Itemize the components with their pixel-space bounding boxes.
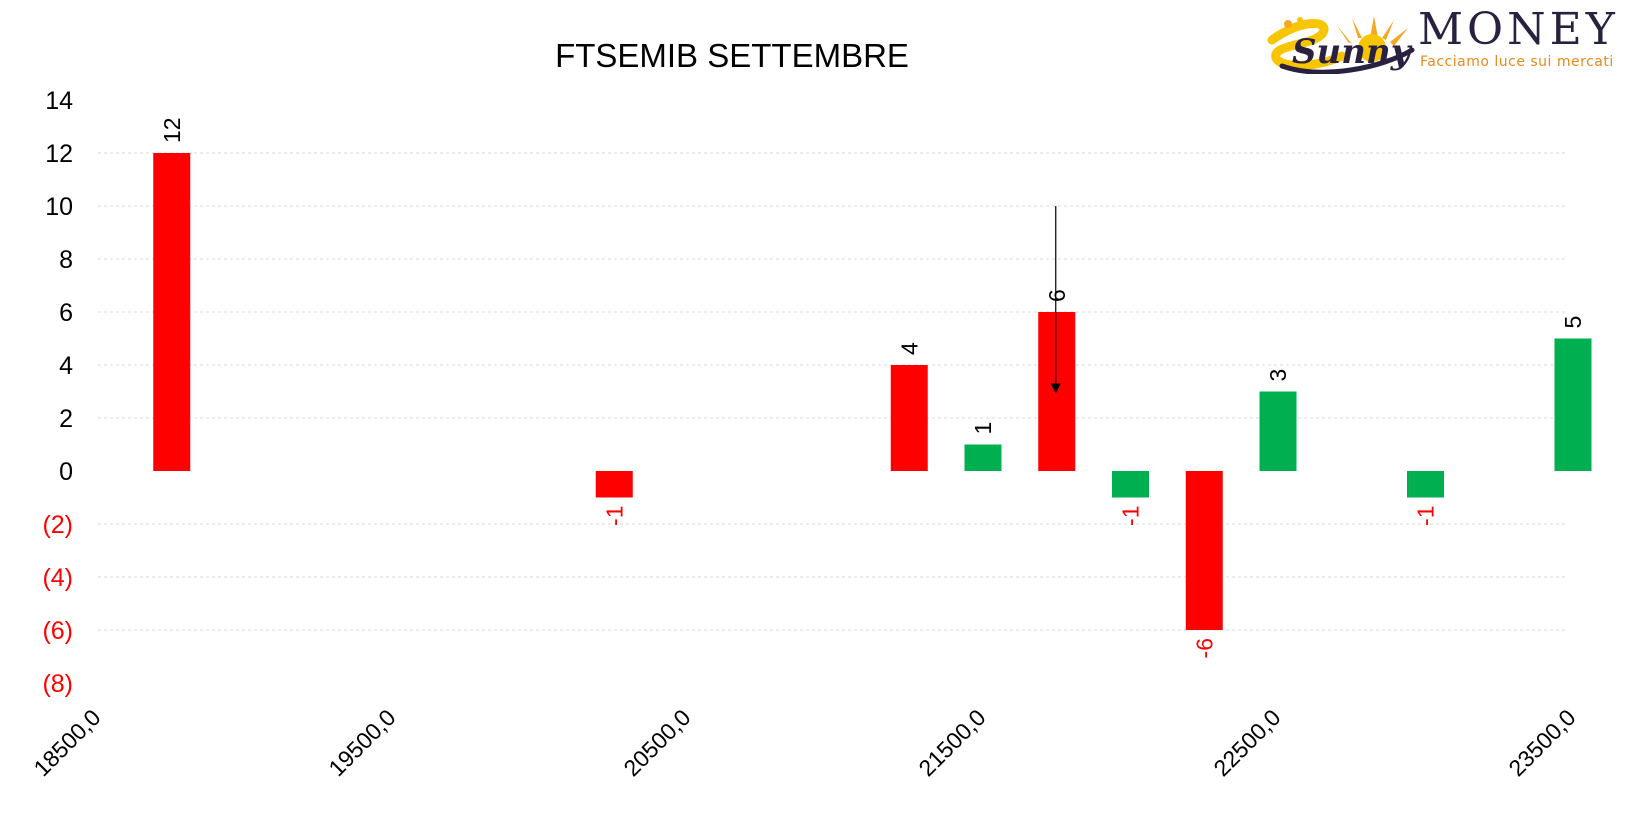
y-tick-label: 2 [59,405,73,433]
bar [1112,471,1149,498]
x-tick-label: 22500,0 [1208,704,1285,781]
brand-script: Sunny [1292,32,1411,72]
bar-data-label: 12 [159,117,185,143]
arrow-head-icon [1050,383,1061,394]
x-axis-ticks: 18500,0 19500,0 20500,0 21500,0 22500,0 23500… [28,704,1580,781]
y-tick-label: 14 [45,87,73,115]
bar-data-label: 4 [896,342,922,355]
x-tick-label: 23500,0 [1503,704,1580,781]
gridlines [98,152,1568,631]
x-tick-label: 19500,0 [323,704,400,781]
brand-logo: Sunny [1262,10,1642,74]
bars [153,153,1592,630]
annotation-layer [1050,206,1061,394]
bar-data-label: -1 [601,506,627,526]
y-tick-label: 4 [59,352,73,380]
y-tick-label: (8) [42,670,73,698]
y-tick-label: 8 [59,246,73,274]
y-tick-label: (2) [42,511,73,539]
bar [964,444,1002,471]
bar-data-label: -1 [1413,506,1439,526]
x-tick-label: 18500,0 [28,704,105,781]
y-tick-label: (6) [42,617,73,645]
bar-data-label: 1 [970,422,996,435]
bar [1185,471,1223,630]
brand-tagline: Facciamo luce sui mercati [1420,54,1614,70]
bar-data-label: -6 [1191,638,1217,658]
brand-name: MONEY [1418,4,1619,55]
bar [153,153,191,471]
bar [1407,471,1444,498]
x-tick-label: 20500,0 [618,704,695,781]
bar [890,365,928,471]
bar [1259,391,1297,471]
chart-title: FTSEMIB SETTEMBRE [555,37,909,74]
y-tick-label: 6 [59,299,73,327]
y-tick-label: 0 [59,458,73,486]
y-tick-label: 12 [45,140,73,168]
bar-data-label: 5 [1560,316,1586,329]
bar-data-label: 6 [1044,289,1070,302]
sun-logo-icon [1267,16,1415,74]
bar-data-label: 3 [1265,369,1291,382]
y-axis-ticks: 14 12 10 8 6 4 2 0 (2) (4) (6) (8) [42,87,73,698]
bar [595,471,633,498]
bar-data-label: -1 [1118,506,1144,526]
y-tick-label: 10 [45,193,73,221]
bar [1554,338,1592,471]
x-tick-label: 21500,0 [913,704,990,781]
y-tick-label: (4) [42,564,73,592]
